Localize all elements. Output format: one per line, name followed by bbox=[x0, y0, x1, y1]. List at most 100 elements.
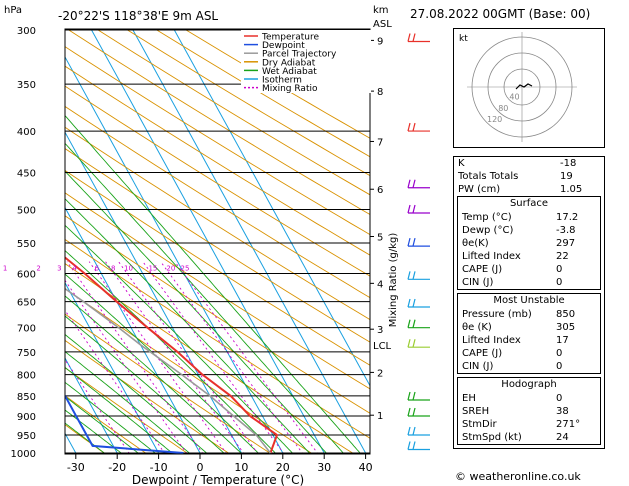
wind-barb-feather bbox=[407, 298, 411, 308]
pressure-tick-label: 450 bbox=[17, 168, 36, 179]
isotherm-line bbox=[0, 6, 2, 470]
isotherm-line bbox=[131, 29, 367, 454]
pressure-tick-label: 900 bbox=[17, 412, 36, 423]
hodograph-rows: EH 0 SREH 38 StmDir 271° StmSpd (kt) 24 bbox=[458, 392, 600, 444]
dry-adiabat-line bbox=[65, 46, 370, 236]
wet-adiabat-line bbox=[65, 170, 328, 454]
pressure-tick-label: 600 bbox=[17, 270, 36, 281]
surface-section: Surface Temp (°C) 17.2 Dewp (°C) -3.8 θe(K) 2… bbox=[457, 196, 601, 290]
mixing-ratio-label: 4 bbox=[72, 265, 77, 273]
dry-adiabat-line bbox=[65, 126, 370, 321]
wind-barb-feather bbox=[407, 122, 411, 132]
location-title: -20°22'S 118°38'E 9m ASL bbox=[58, 9, 218, 23]
mixing-ratio-line bbox=[118, 261, 259, 454]
wind-barb bbox=[407, 298, 430, 308]
hodograph-panel: kt 40 80 120 bbox=[453, 28, 605, 148]
wind-barb-feather bbox=[407, 237, 411, 247]
isotherm-line bbox=[65, 432, 77, 454]
wind-barb-feather bbox=[412, 319, 416, 328]
dry-adiabat-line bbox=[65, 169, 370, 366]
mixing-ratio-label: 2 bbox=[36, 265, 40, 273]
table-row: CIN (J) 0 bbox=[458, 276, 600, 289]
legend-background bbox=[241, 30, 371, 93]
mixing-ratio-labels: 1 2 3 4 6 8 10 15 20 25 bbox=[3, 265, 190, 273]
pressure-tick-label: 700 bbox=[17, 324, 36, 335]
x-tick-label: 30 bbox=[317, 461, 331, 474]
mixing-ratio-label: 1 bbox=[3, 265, 7, 273]
dry-adiabat-line bbox=[65, 192, 370, 390]
most-unstable-section: Most Unstable Pressure (mb) 850 θe (K) 305 L… bbox=[457, 293, 601, 374]
wet-adiabat-line bbox=[65, 422, 107, 454]
wind-barb bbox=[407, 179, 430, 189]
isotherm-line bbox=[65, 55, 284, 454]
wind-barb-feather bbox=[412, 298, 416, 308]
wet-adiabat-line bbox=[65, 142, 345, 454]
hodograph-ring-label: 40 bbox=[509, 93, 519, 102]
table-row: K -18 bbox=[454, 157, 604, 170]
chart-header: hPa -20°22'S 118°38'E 9m ASL km ASL bbox=[4, 5, 392, 30]
dry-adiabat-line bbox=[95, 29, 370, 196]
row-label: Lifted Index bbox=[462, 335, 521, 346]
row-label: StmSpd (kt) bbox=[462, 432, 522, 443]
dewpoint-profile bbox=[65, 394, 184, 454]
wind-barb bbox=[407, 319, 430, 329]
row-label: Pressure (mb) bbox=[462, 309, 532, 320]
hodograph-ring-label: 80 bbox=[498, 104, 508, 113]
row-label: CIN (J) bbox=[462, 277, 494, 288]
km-tick-label: 7 bbox=[377, 137, 383, 148]
mixing-ratio-label: 3 bbox=[57, 265, 61, 273]
wind-barb-feather bbox=[407, 407, 411, 417]
dry-adiabat-line bbox=[65, 65, 370, 256]
dry-adiabat-line bbox=[66, 29, 370, 216]
row-value: 24 bbox=[556, 432, 569, 443]
row-label: EH bbox=[462, 393, 476, 404]
wind-barb-feather bbox=[412, 407, 416, 417]
row-label: θe(K) bbox=[462, 238, 489, 249]
row-value: 19 bbox=[560, 171, 573, 182]
table-row: Lifted Index 17 bbox=[458, 334, 600, 347]
mixing-ratio-line bbox=[142, 261, 285, 454]
wind-barb-feather bbox=[412, 33, 416, 42]
isotherm-line bbox=[65, 131, 243, 454]
x-tick-label: 10 bbox=[234, 461, 248, 474]
hodograph-section: Hodograph EH 0 SREH 38 StmDir 271° StmSpd (kt)… bbox=[457, 377, 601, 445]
wind-barbs bbox=[407, 33, 430, 451]
wind-barb bbox=[407, 407, 430, 417]
row-label: PW (cm) bbox=[458, 184, 501, 195]
wet-adiabat-line bbox=[65, 351, 192, 454]
hodograph-kt-label: kt bbox=[459, 34, 468, 44]
km-tick-label: 3 bbox=[377, 325, 383, 336]
isotherm-line bbox=[90, 29, 326, 454]
wet-adiabat-line bbox=[65, 224, 294, 454]
table-row: Temp (°C) 17.2 bbox=[458, 211, 600, 224]
wind-barb-feather bbox=[412, 237, 416, 247]
legend-entry: Dewpoint bbox=[262, 41, 305, 51]
wind-barb bbox=[407, 441, 430, 451]
row-value: 305 bbox=[556, 322, 576, 333]
wind-barb-feather bbox=[407, 441, 411, 450]
isotherm-line bbox=[65, 357, 119, 454]
mixing-ratio-line bbox=[160, 261, 304, 454]
wind-barb-feather bbox=[407, 271, 411, 280]
hodograph-ring-label: 120 bbox=[487, 115, 502, 124]
pressure-tick-label: 550 bbox=[17, 239, 36, 250]
km-tick-label: 6 bbox=[377, 185, 383, 196]
km-tick-label: 5 bbox=[377, 233, 383, 244]
asl-unit: ASL bbox=[373, 19, 392, 30]
mixing-ratio-line bbox=[174, 261, 319, 454]
wind-barb bbox=[407, 339, 430, 348]
pressure-isobars bbox=[65, 29, 370, 454]
x-tick-label: 20 bbox=[276, 461, 290, 474]
row-value: 850 bbox=[556, 309, 576, 320]
row-value: 0 bbox=[556, 277, 563, 288]
pressure-tick-label: 800 bbox=[17, 371, 36, 382]
pressure-tick-label: 350 bbox=[17, 80, 36, 91]
row-value: 1.05 bbox=[560, 184, 583, 195]
wind-barb-feather bbox=[412, 391, 416, 401]
hpa-unit: hPa bbox=[4, 5, 22, 16]
pressure-tick-label: 850 bbox=[17, 392, 36, 403]
wind-barb-feather bbox=[407, 179, 411, 188]
legend-entry: Isotherm bbox=[262, 76, 302, 86]
pressure-tick-label: 650 bbox=[17, 298, 36, 309]
